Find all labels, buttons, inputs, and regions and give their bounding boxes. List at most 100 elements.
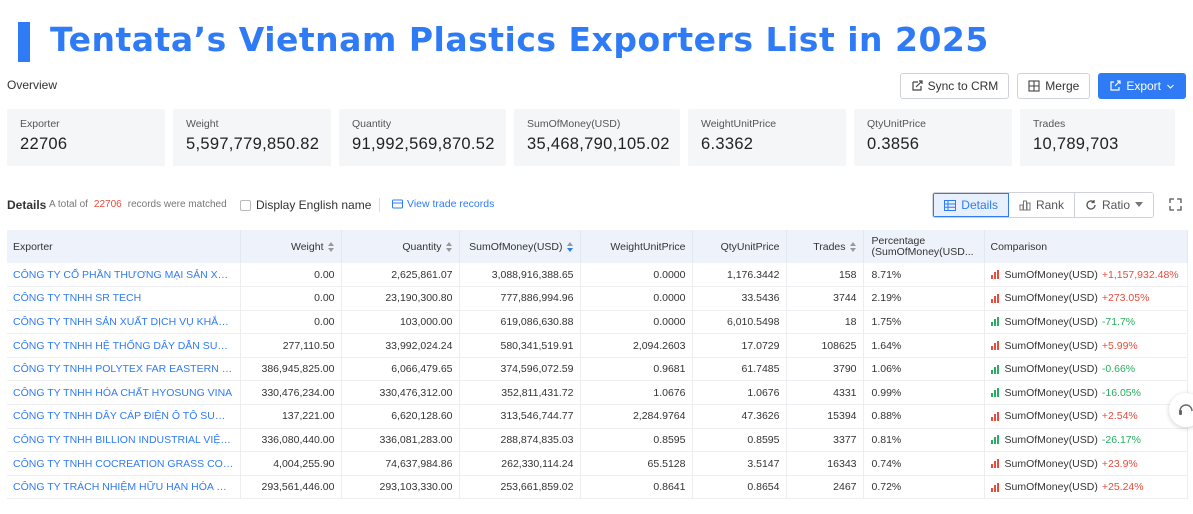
exporter-name-link[interactable]: CÔNG TY TRÁCH NHIỆM HỮU HẠN HÓA DẦU LO..… — [7, 475, 241, 500]
exporter-name-link[interactable]: CÔNG TY TNHH HÓA CHẤT HYOSUNG VINA — [7, 380, 241, 406]
exporter-name-link[interactable]: CÔNG TY CỔ PHẦN THƯƠNG MẠI SẢN XUẤT XU..… — [7, 263, 241, 288]
table-row[interactable]: CÔNG TY TNHH DÂY CÁP ĐIỆN Ô TÔ SUMIDEN .… — [7, 404, 1188, 429]
sync-to-crm-button[interactable]: Sync to CRM — [899, 73, 1010, 99]
headset-icon — [1179, 404, 1193, 415]
export-button[interactable]: Export — [1098, 73, 1186, 99]
tab-ratio-label: Ratio — [1101, 198, 1130, 212]
table-row[interactable]: CÔNG TY TNHH SR TECH 0.00 23,190,300.80 777… — [7, 286, 1188, 311]
bar-chart-icon — [990, 482, 1001, 492]
stat-value: 10,789,703 — [1033, 135, 1119, 153]
comparison-value: +2.54% — [1101, 410, 1138, 423]
comparison: SumOfMoney(USD) +25.24% — [990, 481, 1181, 494]
exporter-name-link[interactable]: CÔNG TY TNHH BILLION INDUSTRIAL VIỆT NAM — [7, 428, 241, 453]
weight-unit-price-cell: 0.0000 — [580, 310, 693, 335]
weight-cell: 4,004,255.90 — [240, 451, 342, 476]
sort-icon[interactable] — [445, 241, 453, 252]
fullscreen-icon[interactable] — [1169, 198, 1182, 211]
comparison-cell: SumOfMoney(USD) -71.7% — [984, 310, 1188, 335]
comparison-value: -26.17% — [1101, 433, 1141, 446]
comparison: SumOfMoney(USD) +2.54% — [990, 410, 1181, 423]
weight-unit-price-cell: 2,094.2603 — [580, 333, 693, 358]
qty-unit-price-cell: 17.0729 — [692, 333, 787, 358]
exporter-name-link[interactable]: CÔNG TY TNHH SẢN XUẤT DỊCH VỤ KHẮC DẤU .… — [7, 310, 241, 335]
exporter-name-link[interactable]: CÔNG TY TNHH POLYTEX FAR EASTERN VIỆT N.… — [7, 357, 241, 382]
tab-rank[interactable]: Rank — [1008, 193, 1075, 217]
quantity-cell: 2,625,861.07 — [341, 263, 460, 288]
table-row[interactable]: CÔNG TY TNHH SẢN XUẤT DỊCH VỤ KHẮC DẤU .… — [7, 310, 1188, 335]
sort-icon[interactable] — [327, 241, 335, 252]
table-row[interactable]: CÔNG TY TRÁCH NHIỆM HỮU HẠN HÓA DẦU LO..… — [7, 475, 1188, 500]
stat-card-exporter: Exporter 22706 — [7, 109, 165, 166]
sum-of-money-cell: 262,330,114.24 — [459, 451, 581, 476]
stat-card-weight-unit-price: WeightUnitPrice 6.3362 — [688, 109, 846, 166]
weight-unit-price-cell: 0.0000 — [580, 286, 693, 311]
exporter-name-link[interactable]: CÔNG TY TNHH DÂY CÁP ĐIỆN Ô TÔ SUMIDEN .… — [7, 404, 241, 429]
qty-unit-price-cell: 0.8595 — [692, 428, 787, 453]
quantity-cell: 103,000.00 — [341, 310, 460, 335]
sort-icon[interactable] — [566, 241, 574, 252]
col-weight[interactable]: Weight — [240, 230, 342, 263]
table-row[interactable]: CÔNG TY CỔ PHẦN THƯƠNG MẠI SẢN XUẤT XU..… — [7, 263, 1188, 288]
display-english-name-checkbox[interactable]: Display English name — [240, 198, 371, 212]
weight-unit-price-cell: 0.9681 — [580, 357, 693, 382]
comparison-label: SumOfMoney(USD) — [1004, 339, 1098, 352]
table-row[interactable]: CÔNG TY TNHH COCREATION GRASS CORPORA...… — [7, 451, 1188, 476]
view-trade-records-link[interactable]: View trade records — [392, 198, 494, 210]
table-row[interactable]: CÔNG TY TNHH HỆ THỐNG DÂY DẪN SUMI VIỆT.… — [7, 333, 1188, 358]
comparison-label: SumOfMoney(USD) — [1004, 363, 1098, 376]
col-exporter[interactable]: Exporter — [7, 230, 241, 263]
bar-chart-icon — [990, 411, 1001, 421]
table-row[interactable]: CÔNG TY TNHH POLYTEX FAR EASTERN VIỆT N.… — [7, 357, 1188, 382]
caret-down-icon — [1135, 202, 1143, 207]
weight-unit-price-cell: 0.8641 — [580, 475, 693, 500]
stat-card-trades: Trades 10,789,703 — [1020, 109, 1175, 166]
exporters-table: Exporter Weight Quantity SumOfMoney(USD)… — [7, 230, 1188, 500]
col-quantity[interactable]: Quantity — [341, 230, 460, 263]
stat-value: 91,992,569,870.52 — [352, 135, 495, 153]
comparison: SumOfMoney(USD) -0.66% — [990, 363, 1181, 376]
tab-ratio[interactable]: Ratio — [1074, 193, 1153, 217]
tab-details[interactable]: Details — [933, 193, 1009, 217]
bar-chart-icon — [990, 341, 1001, 351]
stat-label: SumOfMoney(USD) — [527, 118, 621, 130]
bar-chart-icon — [990, 435, 1001, 445]
col-trades[interactable]: Trades — [786, 230, 864, 263]
comparison-label: SumOfMoney(USD) — [1004, 481, 1098, 494]
percentage-cell: 0.99% — [863, 380, 985, 406]
weight-cell: 293,561,446.00 — [240, 475, 342, 500]
sort-icon[interactable] — [849, 241, 857, 252]
table-row[interactable]: CÔNG TY TNHH HÓA CHẤT HYOSUNG VINA 330,47… — [7, 380, 1188, 406]
comparison-value: -16.05% — [1101, 386, 1141, 399]
stat-label: Exporter — [20, 118, 60, 130]
sum-of-money-cell: 619,086,630.88 — [459, 310, 581, 335]
comparison-label: SumOfMoney(USD) — [1004, 457, 1098, 470]
sum-of-money-cell: 352,811,431.72 — [459, 380, 581, 406]
col-comparison: Comparison — [984, 230, 1188, 263]
weight-cell: 0.00 — [240, 263, 342, 288]
percentage-cell: 1.64% — [863, 333, 985, 358]
stat-label: QtyUnitPrice — [867, 118, 926, 130]
comparison-label: SumOfMoney(USD) — [1004, 315, 1098, 328]
comparison: SumOfMoney(USD) +5.99% — [990, 339, 1181, 352]
quantity-cell: 293,103,330.00 — [341, 475, 460, 500]
exporter-name-link[interactable]: CÔNG TY TNHH HỆ THỐNG DÂY DẪN SUMI VIỆT.… — [7, 333, 241, 358]
table-row[interactable]: CÔNG TY TNHH BILLION INDUSTRIAL VIỆT NAM… — [7, 428, 1188, 453]
ratio-icon — [1086, 200, 1096, 210]
comparison-value: +1,157,932.48% — [1101, 268, 1179, 281]
col-sum-of-money[interactable]: SumOfMoney(USD) — [459, 230, 581, 263]
qty-unit-price-cell: 61.7485 — [692, 357, 787, 382]
weight-cell: 330,476,234.00 — [240, 380, 342, 406]
comparison-cell: SumOfMoney(USD) +2.54% — [984, 404, 1188, 429]
comparison-cell: SumOfMoney(USD) +1,157,932.48% — [984, 263, 1188, 288]
comparison-label: SumOfMoney(USD) — [1004, 410, 1098, 423]
view-trade-records-label: View trade records — [407, 198, 495, 210]
total-prefix: A total of — [49, 199, 88, 210]
exporter-name-link[interactable]: CÔNG TY TNHH SR TECH — [7, 286, 241, 311]
customer-service-float-button[interactable] — [1169, 393, 1193, 427]
stat-value: 6.3362 — [701, 135, 754, 153]
trades-cell: 16343 — [786, 451, 864, 476]
merge-button[interactable]: Merge — [1017, 73, 1091, 99]
exporter-name-link[interactable]: CÔNG TY TNHH COCREATION GRASS CORPORA... — [7, 451, 241, 476]
checkbox-box[interactable] — [240, 199, 251, 211]
percentage-cell: 8.71% — [863, 263, 985, 288]
